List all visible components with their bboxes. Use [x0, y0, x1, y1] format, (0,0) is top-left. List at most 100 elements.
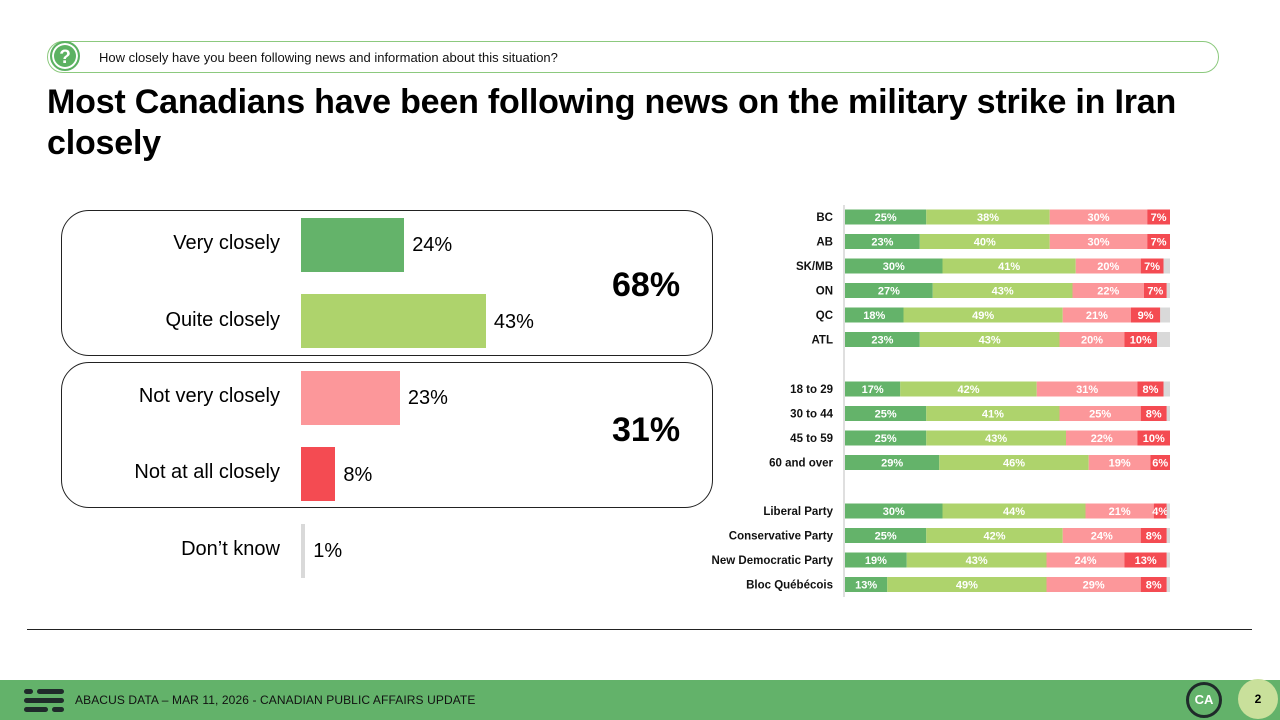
segment-conservative-party-0	[845, 528, 927, 543]
segment-45-to-59-0	[845, 430, 927, 446]
segment-60-and-over-0	[845, 455, 940, 470]
segment-on-1	[932, 283, 1073, 298]
segment-label-on-1: 43%	[992, 286, 1014, 298]
segment-bc-3	[1147, 209, 1170, 225]
segment-30-to-44-3	[1140, 406, 1167, 421]
segment-label-60-and-over-0: 29%	[881, 458, 903, 470]
segment-liberal-party-3	[1153, 503, 1167, 519]
segment-sk-mb-1	[942, 258, 1076, 274]
segment-liberal-party-1	[942, 503, 1086, 519]
segment-label-60-and-over-1: 46%	[1003, 458, 1025, 470]
row-label-atl: ATL	[811, 335, 833, 347]
segment-60-and-over-3	[1150, 455, 1170, 470]
value-not-very-closely: 23%	[407, 387, 448, 409]
segment-label-on-3: 7%	[1147, 286, 1163, 298]
segment-label-conservative-party-3: 8%	[1146, 531, 1162, 543]
segment-conservative-party-3	[1140, 528, 1167, 543]
row-label-bloc-qu-b-cois: Bloc Québécois	[746, 580, 833, 592]
question-banner: ? How closely have you been following ne…	[47, 41, 1219, 73]
segment-label-18-to-29-2: 31%	[1076, 384, 1098, 396]
segment-new-democratic-party-4	[1166, 552, 1170, 568]
segment-bc-0	[845, 209, 927, 225]
question-text: How closely have you been following news…	[99, 50, 558, 65]
segment-label-liberal-party-2: 21%	[1109, 506, 1131, 518]
bar-quite-closely	[301, 294, 486, 348]
segment-label-sk-mb-0: 30%	[883, 261, 905, 273]
page-number: 2	[1238, 679, 1278, 719]
row-label-45-to-59: 45 to 59	[790, 433, 833, 445]
segment-label-bc-3: 7%	[1151, 212, 1167, 224]
segment-30-to-44-1	[926, 406, 1060, 421]
segment-bc-1	[926, 209, 1050, 225]
segment-label-60-and-over-3: 6%	[1152, 458, 1168, 470]
row-label-conservative-party: Conservative Party	[729, 531, 834, 543]
segment-qc-0	[845, 307, 904, 323]
abacus-logo-icon	[24, 689, 64, 712]
segment-bc-2	[1049, 209, 1148, 225]
segment-qc-3	[1131, 307, 1161, 323]
footer-bar: ABACUS DATA – MAR 11, 2026 - CANADIAN PU…	[0, 680, 1280, 720]
segment-label-new-democratic-party-0: 19%	[865, 555, 887, 567]
segment-label-new-democratic-party-1: 43%	[966, 555, 988, 567]
segment-label-atl-2: 20%	[1081, 335, 1103, 347]
segment-label-ab-1: 40%	[974, 237, 996, 249]
segment-label-45-to-59-3: 10%	[1143, 433, 1165, 445]
segment-on-3	[1144, 283, 1167, 298]
segment-18-to-29-2	[1036, 381, 1138, 397]
footer-divider	[27, 629, 1252, 630]
segment-label-on-2: 22%	[1097, 286, 1119, 298]
segment-new-democratic-party-2	[1046, 552, 1125, 568]
segment-label-18-to-29-1: 42%	[957, 384, 979, 396]
segment-label-18-to-29-3: 8%	[1143, 384, 1159, 396]
segment-label-45-to-59-0: 25%	[875, 433, 897, 445]
segment-label-30-to-44-2: 25%	[1089, 409, 1111, 421]
row-label-qc: QC	[816, 310, 833, 322]
segment-conservative-party-4	[1166, 528, 1170, 543]
segment-label-liberal-party-3: 4%	[1152, 506, 1168, 518]
segment-60-and-over-1	[939, 455, 1089, 470]
footer-text: ABACUS DATA – MAR 11, 2026 - CANADIAN PU…	[75, 693, 476, 707]
segment-label-atl-1: 43%	[979, 335, 1001, 347]
segment-label-ab-3: 7%	[1151, 237, 1167, 249]
value-very-closely: 24%	[412, 234, 453, 256]
segment-45-to-59-1	[926, 430, 1066, 446]
segment-label-qc-3: 9%	[1138, 310, 1154, 322]
segment-18-to-29-0	[845, 381, 901, 397]
segment-ab-3	[1147, 234, 1170, 249]
segment-label-liberal-party-0: 30%	[883, 506, 905, 518]
not-closely-group-box	[61, 362, 713, 508]
segment-liberal-party-2	[1085, 503, 1154, 519]
segment-new-democratic-party-3	[1124, 552, 1167, 568]
label-quite-closely: Quite closely	[165, 309, 281, 331]
slide-title: Most Canadians have been following news …	[47, 83, 1177, 162]
segment-label-45-to-59-1: 43%	[985, 433, 1007, 445]
bar-not-at-all-closely	[301, 447, 336, 501]
segment-sk-mb-4	[1163, 258, 1170, 274]
segment-label-conservative-party-2: 24%	[1091, 531, 1113, 543]
segment-sk-mb-3	[1140, 258, 1164, 274]
segment-label-liberal-party-1: 44%	[1003, 506, 1025, 518]
segment-label-atl-3: 10%	[1130, 335, 1152, 347]
segment-ab-1	[919, 234, 1050, 249]
segment-label-18-to-29-0: 17%	[862, 384, 884, 396]
segment-atl-4	[1157, 332, 1170, 347]
segment-30-to-44-0	[845, 406, 927, 421]
value-not-at-all-closely: 8%	[343, 464, 373, 486]
segment-45-to-59-2	[1066, 430, 1138, 446]
segment-18-to-29-1	[900, 381, 1037, 397]
row-label-30-to-44: 30 to 44	[790, 409, 833, 421]
segment-label-bloc-qu-b-cois-0: 13%	[855, 580, 877, 592]
segment-label-conservative-party-0: 25%	[875, 531, 897, 543]
segment-label-30-to-44-3: 8%	[1146, 409, 1162, 421]
segment-label-bloc-qu-b-cois-2: 29%	[1083, 580, 1105, 592]
segment-label-sk-mb-3: 7%	[1144, 261, 1160, 273]
segment-label-conservative-party-1: 42%	[983, 531, 1005, 543]
row-label-bc: BC	[816, 212, 833, 224]
question-icon: ?	[50, 41, 80, 71]
segment-qc-2	[1062, 307, 1131, 323]
segment-new-democratic-party-0	[845, 552, 907, 568]
row-label-60-and-over: 60 and over	[769, 458, 833, 470]
segment-bloc-qu-b-cois-2	[1046, 577, 1141, 592]
label-not-at-all-closely: Not at all closely	[134, 461, 280, 483]
segment-atl-0	[845, 332, 920, 347]
